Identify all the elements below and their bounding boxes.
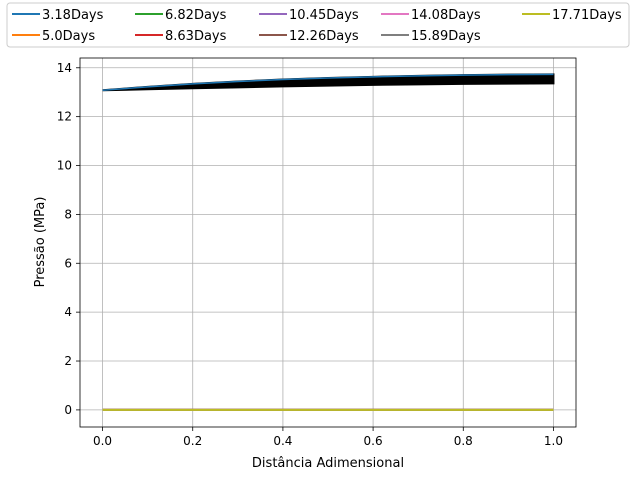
top-band	[102, 73, 555, 92]
x-tick-label: 0.6	[364, 434, 383, 448]
x-axis-ticks: 0.0 0.2 0.4 0.6 0.8 1.0	[93, 427, 563, 448]
grid	[80, 58, 576, 427]
y-tick-label: 8	[64, 207, 72, 221]
legend-label: 5.0Days	[42, 29, 95, 44]
y-axis-label: Pressão (MPa)	[33, 197, 48, 288]
y-axis-ticks: 0 2 4 6 8 10 12 14	[57, 61, 80, 417]
x-axis-label: Distância Adimensional	[252, 456, 404, 471]
y-tick-label: 2	[64, 354, 72, 368]
legend: 3.18Days 5.0Days 6.82Days 8.63Days 10.45Days…	[6, 2, 630, 48]
x-tick-label: 1.0	[544, 434, 563, 448]
y-tick-label: 14	[57, 61, 72, 75]
x-tick-label: 0.8	[454, 434, 473, 448]
legend-label: 15.89Days	[411, 29, 481, 44]
legend-label: 8.63Days	[165, 29, 227, 44]
y-tick-label: 10	[57, 159, 72, 173]
legend-label: 14.08Days	[411, 8, 481, 23]
band-upper-edge	[102, 73, 554, 92]
plot-frame	[79, 57, 577, 428]
y-tick-label: 12	[57, 110, 72, 124]
x-tick-label: 0.4	[273, 434, 292, 448]
x-tick-label: 0.0	[93, 434, 112, 448]
legend-label: 3.18Days	[42, 8, 104, 23]
legend-label: 10.45Days	[289, 8, 359, 23]
y-tick-label: 4	[64, 305, 72, 319]
x-tick-label: 0.2	[183, 434, 202, 448]
y-tick-label: 0	[64, 403, 72, 417]
legend-label: 17.71Days	[552, 8, 622, 23]
legend-label: 12.26Days	[289, 29, 359, 44]
y-tick-label: 6	[64, 256, 72, 270]
legend-label: 6.82Days	[165, 8, 227, 23]
